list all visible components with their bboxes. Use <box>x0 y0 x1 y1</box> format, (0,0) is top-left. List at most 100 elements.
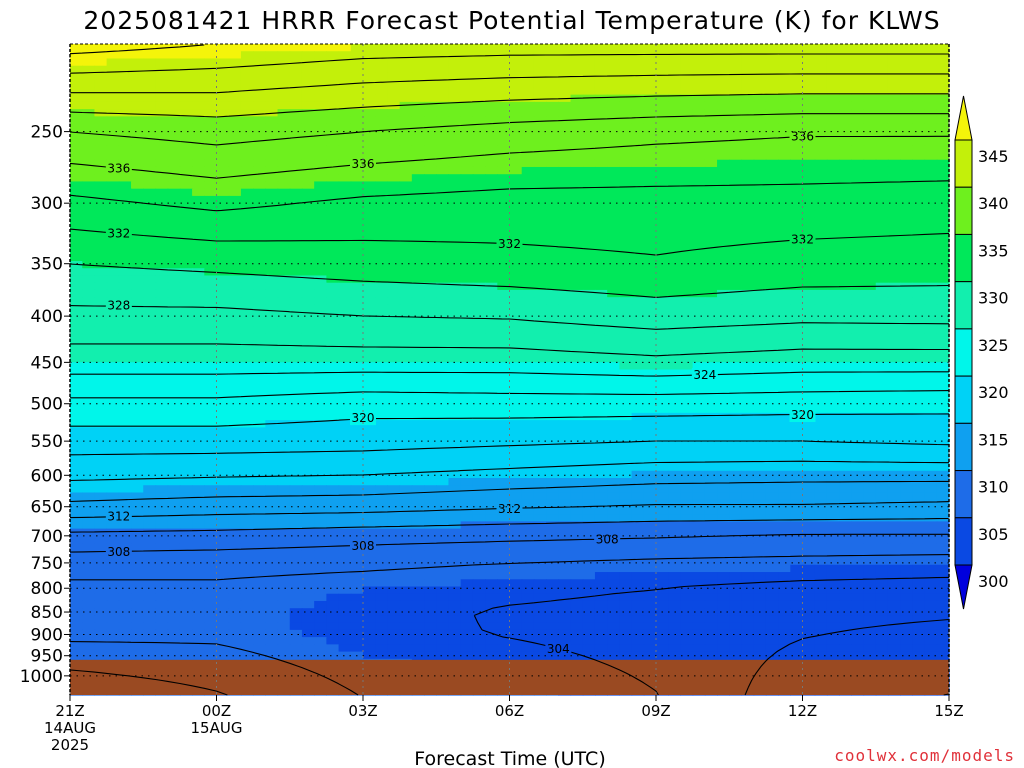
field-cell <box>216 138 230 146</box>
field-cell <box>192 391 205 400</box>
field-cell <box>826 217 840 226</box>
field-cell <box>497 159 511 168</box>
field-cell <box>546 261 559 269</box>
field-cell <box>82 268 96 277</box>
field-cell <box>399 470 413 479</box>
field-cell <box>131 449 144 457</box>
field-cell <box>472 311 486 320</box>
field-cell <box>338 340 352 349</box>
field-cell <box>289 217 303 226</box>
field-cell <box>301 463 315 472</box>
field-cell <box>826 362 840 371</box>
field-cell <box>94 427 108 436</box>
field-cell <box>411 311 425 320</box>
field-cell <box>70 224 83 233</box>
field-cell <box>375 456 389 465</box>
field-cell <box>375 369 389 378</box>
field-cell <box>826 152 840 161</box>
field-cell <box>131 434 144 443</box>
field-cell <box>668 152 682 161</box>
field-cell <box>338 485 352 494</box>
field-cell <box>839 355 852 363</box>
field-cell <box>863 485 877 494</box>
field-cell <box>277 123 291 132</box>
field-cell <box>814 203 828 211</box>
field-cell <box>619 304 633 313</box>
field-cell <box>875 195 889 204</box>
field-cell <box>570 499 584 508</box>
field-cell <box>497 261 511 269</box>
field-cell <box>338 282 352 291</box>
field-cell <box>656 478 669 486</box>
field-cell <box>204 58 218 67</box>
field-cell <box>546 355 559 363</box>
field-cell <box>485 261 498 269</box>
field-cell <box>192 492 205 501</box>
field-cell <box>631 94 645 103</box>
field-cell <box>680 80 694 88</box>
field-cell <box>741 535 755 544</box>
field-cell <box>924 87 938 96</box>
field-cell <box>192 427 205 436</box>
field-cell <box>424 166 437 175</box>
field-cell <box>875 138 889 146</box>
field-cell <box>924 412 938 421</box>
field-cell <box>509 289 523 298</box>
field-cell <box>802 51 816 60</box>
field-cell <box>411 239 425 248</box>
field-cell <box>656 130 669 139</box>
field-cell <box>338 58 352 67</box>
field-cell <box>363 232 376 240</box>
field-cell <box>424 174 437 183</box>
field-cell <box>326 152 340 161</box>
field-cell <box>802 347 816 356</box>
field-cell <box>265 246 279 255</box>
field-cell <box>314 210 327 219</box>
field-cell <box>680 297 694 305</box>
field-cell <box>814 492 828 501</box>
field-cell <box>253 80 266 88</box>
field-cell <box>472 101 486 110</box>
field-cell <box>314 44 327 52</box>
field-cell <box>875 362 889 371</box>
field-cell <box>826 485 840 494</box>
field-cell <box>631 304 645 313</box>
field-cell <box>668 463 682 472</box>
field-cell <box>338 420 352 428</box>
field-cell <box>814 246 828 255</box>
field-cell <box>338 253 352 262</box>
field-cell <box>314 304 327 313</box>
field-cell <box>900 261 913 269</box>
field-cell <box>717 391 730 400</box>
field-cell <box>936 434 950 443</box>
field-cell <box>240 289 254 298</box>
field-cell <box>790 145 804 154</box>
field-cell <box>192 58 205 67</box>
field-cell <box>594 318 608 327</box>
field-cell <box>472 72 486 81</box>
field-cell <box>900 138 913 146</box>
field-cell <box>411 275 425 284</box>
field-cell <box>472 94 486 103</box>
field-cell <box>619 420 633 428</box>
field-cell <box>118 253 132 262</box>
field-cell <box>912 427 926 436</box>
field-cell <box>839 463 852 472</box>
field-cell <box>314 463 327 472</box>
field-cell <box>802 297 816 305</box>
field-cell <box>936 203 950 211</box>
field-cell <box>192 369 205 378</box>
field-cell <box>497 297 511 305</box>
field-cell <box>472 485 486 494</box>
field-cell <box>228 456 242 465</box>
field-cell <box>277 246 291 255</box>
field-cell <box>582 101 596 110</box>
field-cell <box>594 478 608 486</box>
field-cell <box>607 485 620 494</box>
field-cell <box>375 398 389 407</box>
field-cell <box>753 72 767 81</box>
field-cell <box>851 398 865 407</box>
field-cell <box>131 543 144 551</box>
field-cell <box>619 514 633 522</box>
field-cell <box>82 326 96 334</box>
